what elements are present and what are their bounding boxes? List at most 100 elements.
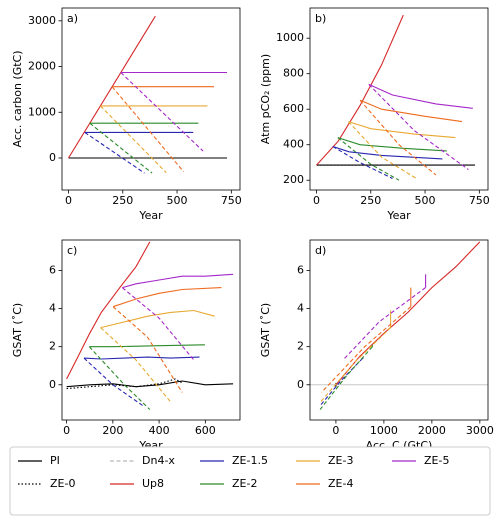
panel: 0 250 500 750 200 400 600 800 1000 b) Year Atm pCO₂… bbox=[259, 7, 490, 222]
x-axis-label: Year bbox=[386, 209, 411, 222]
series-line bbox=[368, 83, 473, 109]
y-tick-label: 0 bbox=[49, 151, 56, 164]
panel-label: a) bbox=[67, 12, 78, 25]
series-line bbox=[88, 346, 151, 410]
x-tick-label: 500 bbox=[415, 194, 436, 207]
y-tick-label: 3000 bbox=[28, 14, 56, 27]
y-tick-label: 0 bbox=[49, 378, 56, 391]
x-tick-label: 600 bbox=[195, 424, 216, 437]
series-group bbox=[68, 15, 227, 174]
x-tick-label: 250 bbox=[360, 194, 381, 207]
axes-frame bbox=[61, 7, 241, 191]
panel-label: b) bbox=[315, 12, 326, 25]
series-line bbox=[83, 357, 144, 407]
y-tick-label: 400 bbox=[283, 138, 304, 151]
series-line bbox=[66, 378, 183, 390]
series-line bbox=[337, 137, 400, 181]
legend-frame bbox=[9, 446, 491, 516]
series-group bbox=[319, 241, 481, 410]
series-line bbox=[112, 306, 183, 393]
series-line bbox=[121, 287, 195, 361]
legend: PI ZE-0 Dn4-x Up8 ZE-1.5 ZE-2 ZE-3 ZE-4 ZE-5 bbox=[9, 446, 491, 516]
axes-frame bbox=[309, 239, 489, 421]
legend-label: ZE-0 bbox=[50, 477, 75, 490]
series-line bbox=[66, 241, 151, 380]
y-axis-label: Acc. carbon (GtC) bbox=[11, 50, 24, 147]
legend-label: ZE-2 bbox=[232, 477, 257, 490]
y-tick-label: 4 bbox=[297, 302, 304, 315]
y-tick-label: 600 bbox=[283, 102, 304, 115]
y-tick-label: 1000 bbox=[276, 31, 304, 44]
legend-label: Dn4-x bbox=[142, 454, 175, 467]
panel-label: c) bbox=[67, 244, 77, 257]
y-tick-label: 4 bbox=[49, 302, 56, 315]
y-tick-label: 2000 bbox=[28, 60, 56, 73]
series-line bbox=[337, 137, 447, 152]
panel-label: d) bbox=[315, 244, 326, 257]
series-line bbox=[332, 146, 393, 179]
x-tick-label: 1000 bbox=[370, 424, 398, 437]
series-line bbox=[347, 121, 417, 179]
y-axis-label: GSAT (˚C) bbox=[11, 303, 24, 357]
y-axis-label: GSAT (˚C) bbox=[259, 303, 272, 357]
y-axis-label: Atm pCO₂ (ppm) bbox=[259, 54, 272, 144]
y-tick-label: 200 bbox=[283, 173, 304, 186]
series-line bbox=[112, 287, 222, 308]
legend-label: Up8 bbox=[142, 477, 164, 490]
series-line bbox=[84, 131, 145, 174]
series-group bbox=[316, 14, 475, 181]
axes-frame bbox=[61, 239, 241, 421]
y-tick-label: 6 bbox=[49, 263, 56, 276]
series-line bbox=[100, 327, 172, 403]
y-tick-label: 0 bbox=[297, 378, 304, 391]
x-axis-label: Year bbox=[138, 209, 163, 222]
series-line bbox=[111, 86, 185, 173]
x-tick-label: 2000 bbox=[418, 424, 446, 437]
series-line bbox=[321, 306, 412, 393]
x-tick-label: 0 bbox=[332, 424, 339, 437]
y-tick-label: 2 bbox=[49, 340, 56, 353]
series-line bbox=[335, 241, 481, 386]
legend-label: ZE-4 bbox=[328, 477, 353, 490]
series-line bbox=[66, 380, 234, 388]
series-line bbox=[368, 84, 469, 171]
x-tick-label: 0 bbox=[63, 424, 70, 437]
x-tick-label: 750 bbox=[221, 194, 242, 207]
y-tick-label: 800 bbox=[283, 67, 304, 80]
x-tick-label: 200 bbox=[102, 424, 123, 437]
series-group bbox=[66, 241, 234, 410]
panel: 0 250 500 750 0 1000 2000 3000 a) Year Acc. carbon… bbox=[11, 7, 242, 222]
legend-label: ZE-5 bbox=[424, 454, 449, 467]
y-tick-label: 1000 bbox=[28, 105, 56, 118]
series-line bbox=[122, 273, 234, 289]
series-line bbox=[316, 14, 404, 166]
x-tick-label: 750 bbox=[469, 194, 490, 207]
series-line bbox=[319, 346, 373, 410]
axes-frame bbox=[309, 7, 489, 191]
series-line bbox=[120, 72, 204, 152]
series-line bbox=[100, 105, 167, 173]
y-tick-label: 2 bbox=[297, 340, 304, 353]
series-line bbox=[89, 344, 205, 348]
y-tick-label: 6 bbox=[297, 263, 304, 276]
series-line bbox=[332, 145, 443, 160]
x-tick-label: 400 bbox=[149, 424, 170, 437]
series-line bbox=[83, 356, 200, 360]
legend-label: ZE-1.5 bbox=[232, 454, 268, 467]
x-tick-label: 3000 bbox=[466, 424, 494, 437]
x-tick-label: 0 bbox=[65, 194, 72, 207]
series-line bbox=[100, 309, 215, 329]
x-tick-label: 500 bbox=[167, 194, 188, 207]
x-tick-label: 250 bbox=[112, 194, 133, 207]
series-line bbox=[89, 122, 153, 174]
x-tick-label: 0 bbox=[313, 194, 320, 207]
series-line bbox=[319, 357, 364, 407]
legend-label: ZE-3 bbox=[328, 454, 353, 467]
series-line bbox=[320, 327, 391, 403]
legend-label: PI bbox=[50, 454, 60, 467]
series-line bbox=[348, 121, 456, 139]
series-line bbox=[359, 99, 437, 176]
